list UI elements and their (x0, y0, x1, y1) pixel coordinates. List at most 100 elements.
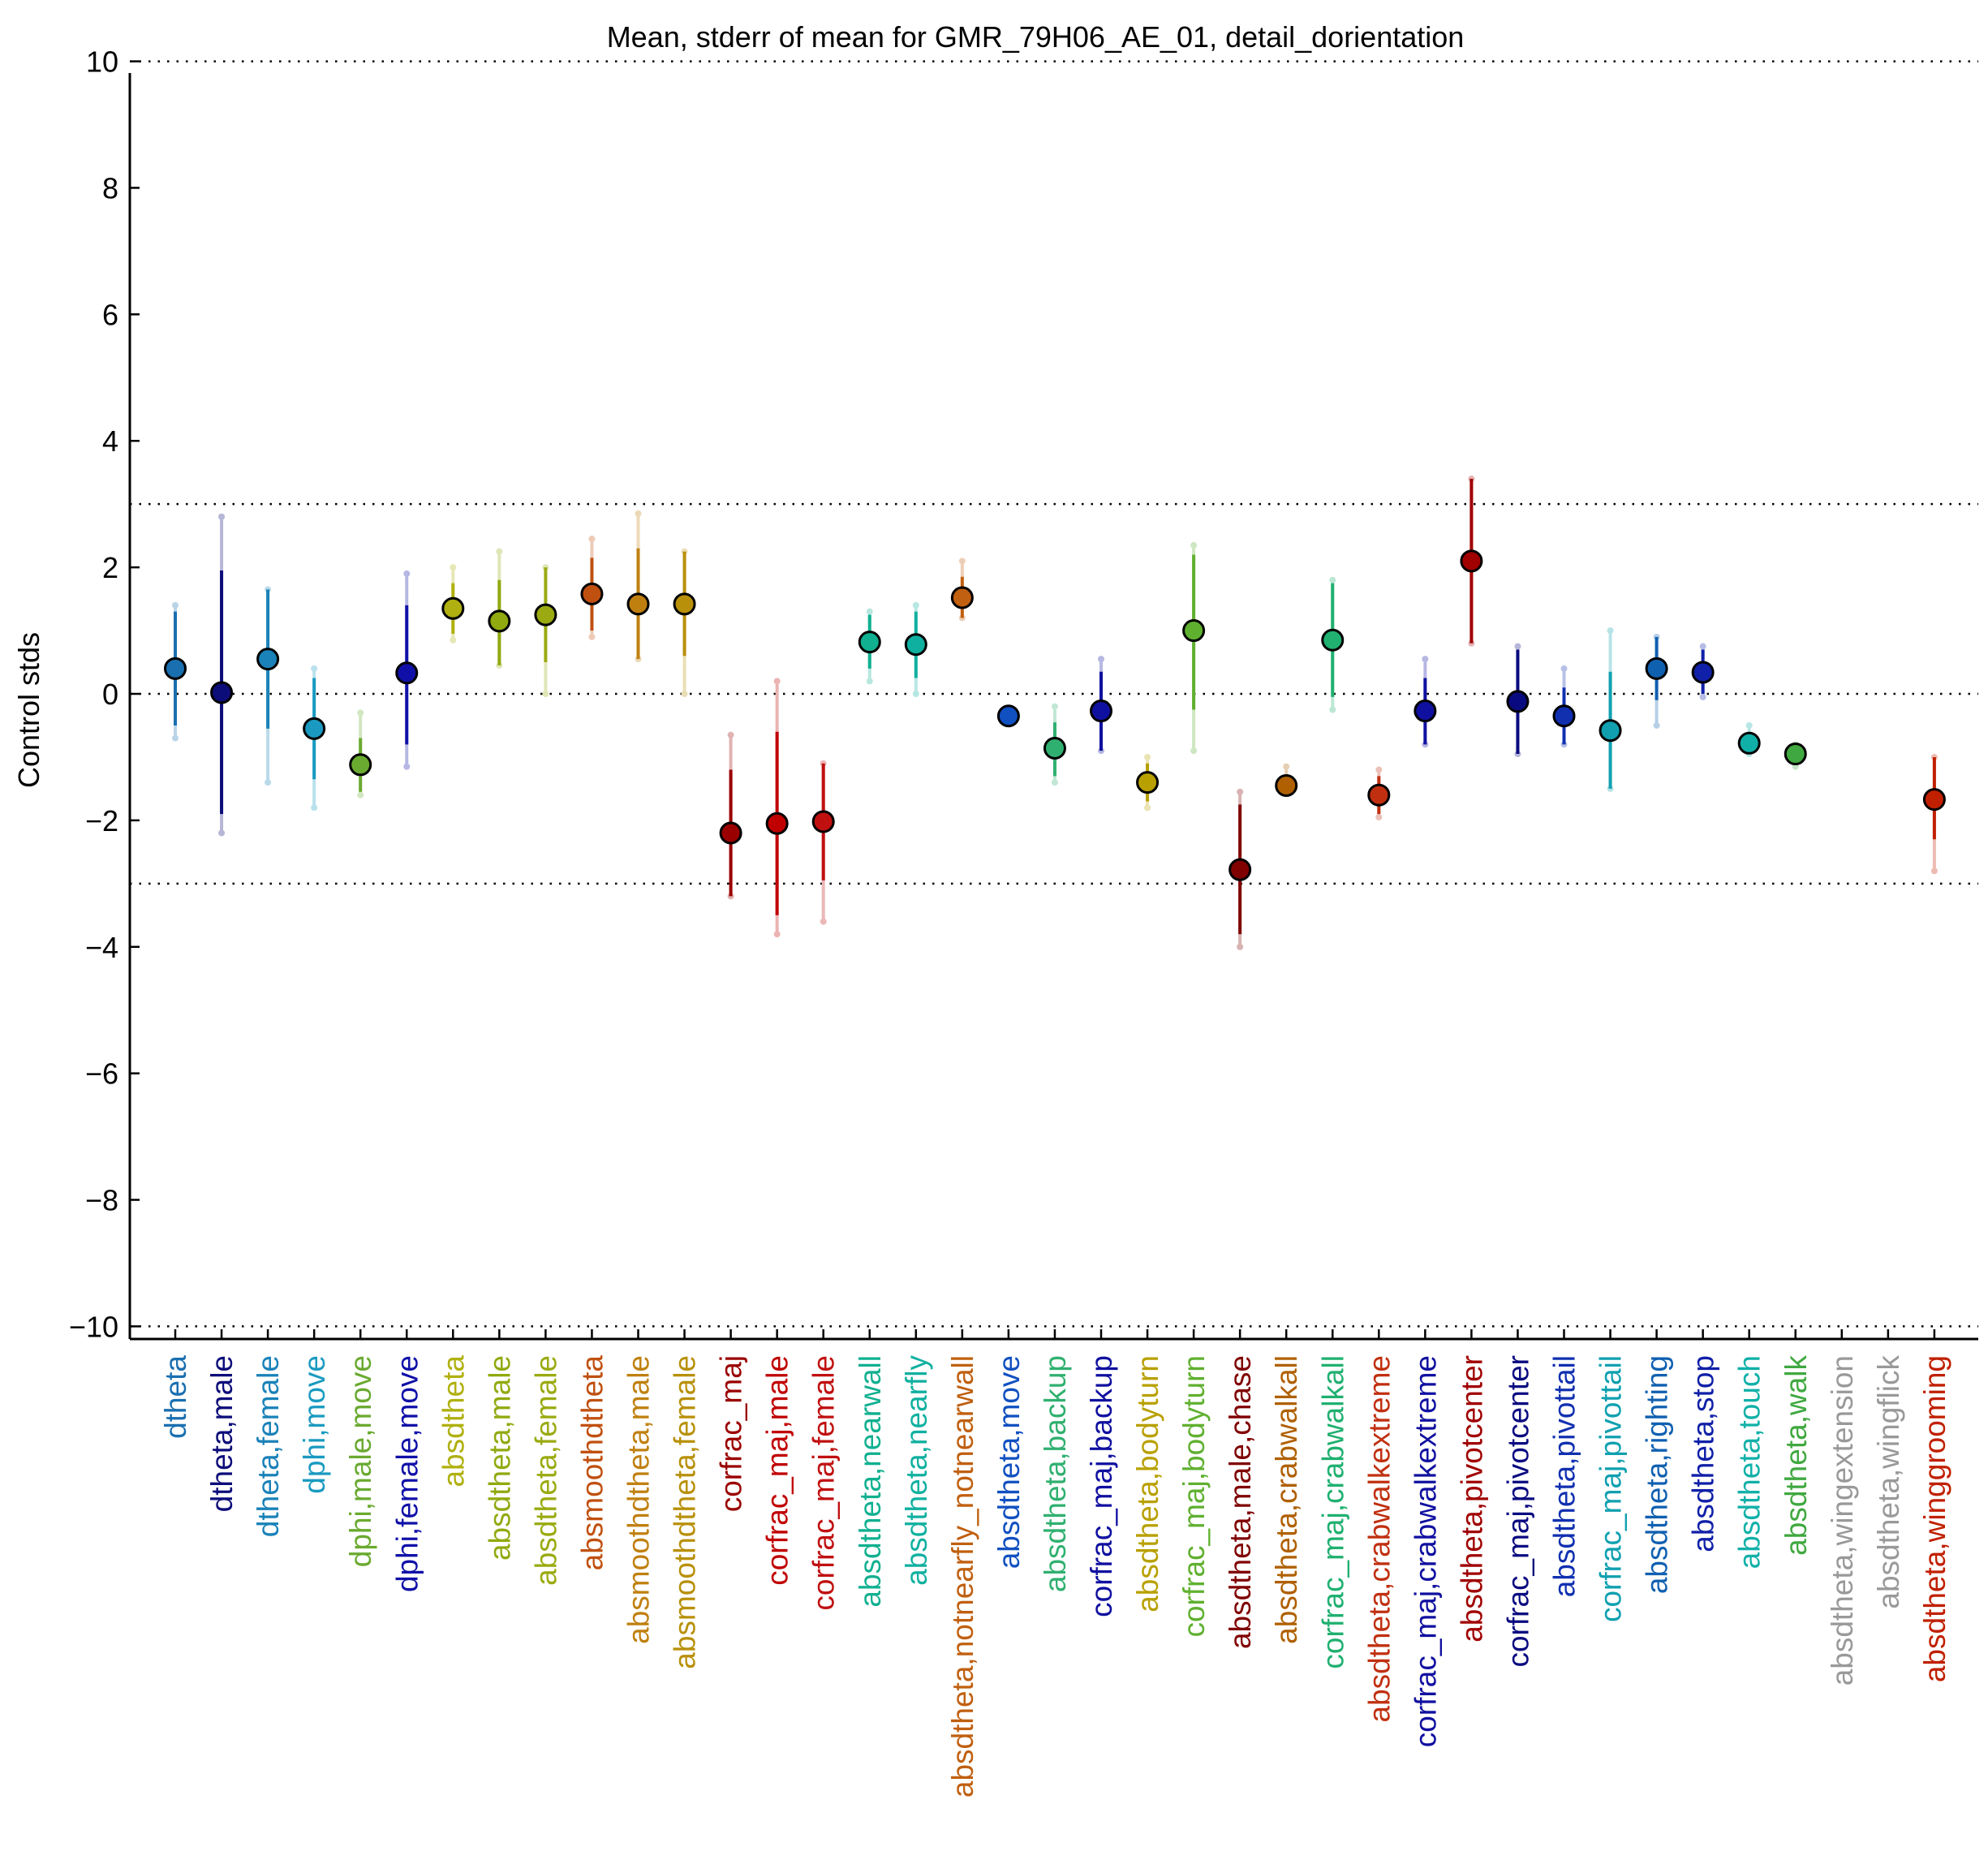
y-tick-label: 6 (102, 298, 118, 331)
range-end (1375, 766, 1383, 773)
mean-marker (719, 821, 742, 845)
x-tick-label: absdtheta,crabwalkall (1270, 1355, 1303, 1644)
range-end (450, 636, 457, 644)
x-tick-label: corfrac_maj,female (807, 1355, 841, 1611)
x-tick-label: dtheta,male (205, 1355, 239, 1512)
mean-marker (673, 592, 696, 616)
range-end (1051, 703, 1058, 710)
y-tick-label: 0 (102, 678, 118, 711)
range-end (1237, 943, 1244, 950)
mean-marker (534, 603, 557, 626)
x-tick-label: absdtheta,pivotcenter (1455, 1355, 1488, 1643)
x-tick-label: absdtheta,nearwall (854, 1355, 887, 1608)
mean-marker (1136, 771, 1160, 794)
x-tick-label: absdtheta,winggrooming (1918, 1355, 1951, 1682)
range-end (1422, 656, 1429, 663)
mean-marker (1691, 661, 1715, 684)
range-end (912, 691, 919, 697)
range-end (172, 734, 179, 742)
mean-marker (1229, 858, 1252, 881)
mean-marker (488, 609, 511, 633)
y-tick-label: −6 (85, 1057, 118, 1091)
mean-marker (1321, 628, 1345, 652)
x-tick-label: absdtheta,bodyturn (1131, 1355, 1164, 1612)
range-end (542, 691, 549, 697)
mean-marker (996, 704, 1020, 728)
mean-marker (626, 592, 650, 616)
y-tick-label: 4 (102, 424, 118, 458)
x-tick-label: corfrac_maj,bodyturn (1177, 1355, 1211, 1638)
range-end (1514, 643, 1521, 650)
x-tick-label: absdtheta,pivottail (1548, 1355, 1581, 1597)
x-tick-label: absdtheta,touch (1733, 1355, 1766, 1569)
mean-marker (1737, 731, 1761, 755)
x-tick-label: absdtheta,male,chase (1224, 1355, 1257, 1649)
x-tick-label: dtheta (159, 1355, 192, 1439)
y-axis-label: Control stds (12, 632, 45, 788)
range-end (1560, 665, 1568, 672)
range-end (1329, 576, 1336, 583)
range-end (218, 829, 226, 837)
error-bars (172, 476, 1938, 950)
mean-marker (1645, 657, 1668, 680)
range-end (311, 665, 318, 672)
x-tick-label: absmoothdtheta,female (669, 1355, 702, 1669)
x-tick-label: absdtheta (437, 1355, 470, 1488)
x-tick-label: absmoothdtheta (575, 1355, 609, 1571)
mean-marker (580, 582, 604, 605)
range-end (403, 570, 411, 577)
x-tick-label: dtheta,female (252, 1355, 285, 1537)
range-end (496, 548, 503, 555)
range-end (1375, 813, 1383, 820)
mean-marker (1182, 619, 1206, 643)
mean-marker (1090, 700, 1112, 723)
mean-marker (1367, 783, 1391, 807)
y-tick-label: −8 (85, 1184, 118, 1217)
y-tick-label: −2 (85, 804, 118, 837)
x-tick-label: absdtheta,nearfly (900, 1355, 933, 1586)
x-tick-label: absdtheta,crabwalkextreme (1362, 1355, 1396, 1722)
x-tick-label: corfrac_maj,male (761, 1355, 794, 1586)
range-end (958, 558, 966, 565)
x-tick-label: absdtheta,female (529, 1355, 562, 1586)
range-end (1144, 804, 1151, 812)
range-end (1699, 693, 1706, 700)
x-tick-label: absdtheta,move (992, 1355, 1026, 1569)
range-end (773, 931, 781, 938)
range-end (1930, 868, 1938, 875)
range-end (773, 678, 781, 685)
x-tick-label: absdtheta,stop (1687, 1355, 1720, 1552)
mean-marker (858, 631, 881, 654)
x-tick-label: corfrac_maj,crabwalkextreme (1409, 1355, 1442, 1747)
x-tick-label: absmoothdtheta,male (622, 1355, 656, 1644)
mean-marker (1460, 549, 1483, 573)
range-end (311, 804, 318, 812)
axes (128, 73, 1978, 1341)
range-end (1144, 753, 1151, 760)
range-end (1283, 763, 1290, 770)
mean-marker (210, 681, 234, 704)
x-tick-label: absdtheta,wingextension (1826, 1355, 1859, 1686)
mean-marker (1275, 774, 1298, 798)
mean-marker (1922, 788, 1946, 812)
x-tick-label: corfrac_maj,crabwalkall (1316, 1355, 1349, 1669)
mean-marker (765, 812, 789, 835)
range-end (588, 536, 596, 543)
x-tick-label: absdtheta,backup (1039, 1355, 1072, 1592)
y-tick-label: −4 (85, 931, 118, 964)
range-end (1607, 627, 1614, 635)
range-end (1190, 747, 1198, 755)
chart-title: Mean, stderr of mean for GMR_79H06_AE_01… (607, 20, 1465, 54)
mean-marker (1414, 700, 1437, 723)
x-tick-label: corfrac_maj (715, 1355, 748, 1512)
data-points (164, 549, 1946, 881)
y-axis-ticks: 10 8 6 4 2 0 −2 −4 −6 −8 −10 (69, 45, 140, 1343)
range-end (265, 779, 272, 786)
x-tick-label: dphi,female,move (390, 1355, 424, 1592)
mean-marker (950, 586, 974, 609)
range-end (866, 608, 873, 615)
mean-marker (349, 753, 372, 777)
range-end (820, 918, 827, 925)
y-tick-label: −10 (69, 1310, 118, 1343)
